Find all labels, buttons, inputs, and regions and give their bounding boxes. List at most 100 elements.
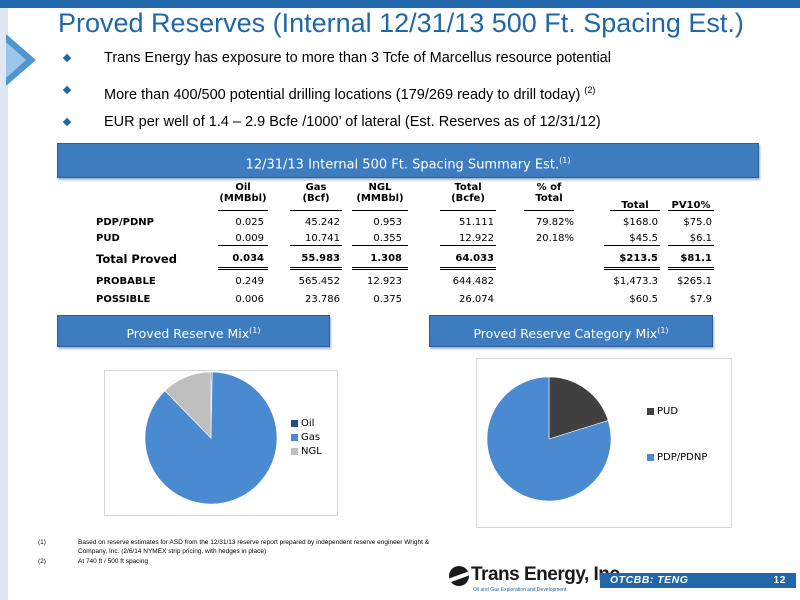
legend-label: Oil — [301, 418, 315, 429]
table-cell: 20.18% — [535, 233, 574, 244]
page-number: 12 — [773, 574, 786, 586]
left-accent-strip — [0, 8, 8, 600]
table-cell: $75.0 — [683, 217, 712, 228]
table-cell: 10.741 — [305, 233, 340, 244]
company-logo: Trans Energy, Inc. Oil and Gas Explorati… — [449, 564, 625, 600]
legend-swatch-pud — [647, 408, 654, 415]
ticker-symbol: OTCBB: TENG — [610, 574, 689, 586]
total-double-underline — [352, 269, 408, 270]
legend-item: PDP/PDNP — [647, 451, 707, 465]
table-cell: $60.5 — [629, 294, 658, 305]
table-cell: $81.1 — [680, 253, 712, 264]
total-double-underline — [290, 267, 342, 268]
top-accent-bar — [0, 0, 800, 8]
ticker-bar: OTCBB: TENG 12 — [600, 573, 796, 588]
total-double-underline — [604, 269, 660, 270]
header-underline — [610, 210, 660, 211]
legend-swatch-ngl — [291, 448, 298, 455]
bullet-item: EUR per well of 1.4 – 2.9 Bcfe /1000’ of… — [62, 112, 782, 144]
legend-swatch-pdp — [647, 454, 654, 461]
header-underline — [440, 210, 496, 211]
total-double-underline — [352, 267, 408, 268]
legend-label: Gas — [301, 432, 321, 443]
table-row-label: PDP/PDNP — [96, 217, 154, 228]
category-banner-footnote-ref: (1) — [657, 326, 669, 335]
table-cell: 0.006 — [235, 294, 264, 305]
legend-swatch-gas — [291, 434, 298, 441]
bullet-text: EUR per well of 1.4 – 2.9 Bcfe /1000’ of… — [104, 114, 601, 130]
total-double-underline — [668, 269, 714, 270]
table-cell: 64.033 — [455, 253, 494, 264]
header-total-usd: Total — [621, 200, 649, 211]
bullet-text: Trans Energy has exposure to more than 3… — [104, 50, 611, 66]
header-oil: Oil (MMBbl) — [219, 182, 267, 204]
total-double-underline — [604, 267, 660, 268]
table-cell: $45.5 — [629, 233, 658, 244]
pie-slice-pdp-pdnp — [486, 376, 612, 502]
legend-item: Gas — [291, 431, 322, 445]
table-cell: 0.355 — [373, 233, 402, 244]
table-row-label: POSSIBLE — [96, 294, 151, 305]
table-cell: 565.452 — [298, 276, 340, 287]
pie-slice-ngl — [164, 371, 212, 439]
total-double-underline — [668, 267, 714, 268]
category-mix-pie — [486, 376, 612, 502]
table-cell: $6.1 — [689, 233, 712, 244]
header-gas: Gas (Bcf) — [302, 182, 330, 204]
header-underline — [524, 210, 574, 211]
table-cell: 0.953 — [373, 217, 402, 228]
total-double-underline — [440, 269, 496, 270]
table-cell: 0.009 — [235, 233, 264, 244]
legend-item: PUD — [647, 405, 707, 451]
total-underline — [440, 245, 496, 246]
legend-item: Oil — [291, 417, 322, 431]
legend-label: NGL — [301, 446, 322, 457]
summary-banner: 12/31/13 Internal 500 Ft. Spacing Summar… — [57, 143, 759, 178]
arrow-inner-decoration-icon — [6, 42, 26, 78]
header-ngl: NGL (MMBbl) — [356, 182, 404, 204]
logo-globe-icon — [449, 566, 469, 586]
table-cell: 12.923 — [367, 276, 402, 287]
table-row-label: PROBABLE — [96, 276, 156, 287]
bullet-item: Trans Energy has exposure to more than 3… — [62, 48, 782, 80]
table-cell: 0.025 — [235, 217, 264, 228]
bullet-item: More than 400/500 potential drilling loc… — [62, 80, 782, 112]
header-underline — [218, 210, 268, 211]
table-cell: $7.9 — [689, 294, 712, 305]
table-cell: 0.375 — [373, 294, 402, 305]
category-banner: Proved Reserve Category Mix(1) — [429, 315, 713, 347]
legend-swatch-oil — [291, 420, 298, 427]
table-cell: $168.0 — [623, 217, 658, 228]
table-cell: $213.5 — [619, 253, 658, 264]
table-cell: 45.242 — [305, 217, 340, 228]
total-underline — [604, 245, 660, 246]
table-cell: 55.983 — [301, 253, 340, 264]
legend-label: PDP/PDNP — [657, 452, 708, 463]
footnote-2: (2) At 740 ft / 500 ft spacing — [38, 557, 438, 567]
header-pv10: PV10% — [671, 200, 711, 211]
mix-banner-footnote-ref: (1) — [249, 326, 261, 335]
total-underline — [218, 245, 268, 246]
pie-slice-gas — [144, 371, 278, 505]
footnote-text: At 740 ft / 500 ft spacing — [78, 558, 149, 565]
header-underline — [352, 210, 408, 211]
slide-title: Proved Reserves (Internal 12/31/13 500 F… — [58, 8, 744, 38]
total-double-underline — [440, 267, 496, 268]
table-cell: 644.482 — [452, 276, 494, 287]
summary-banner-footnote-ref: (1) — [559, 156, 571, 165]
header-underline — [668, 210, 714, 211]
logo-name: Trans Energy, Inc. — [471, 564, 625, 585]
summary-banner-text: 12/31/13 Internal 500 Ft. Spacing Summar… — [245, 157, 560, 173]
category-banner-text: Proved Reserve Category Mix — [473, 326, 658, 342]
table-cell: 23.786 — [305, 294, 340, 305]
mix-banner: Proved Reserve Mix(1) — [57, 315, 330, 347]
diamond-bullet-icon — [62, 53, 72, 63]
total-double-underline — [218, 267, 268, 268]
total-underline — [668, 245, 714, 246]
reserve-mix-legend: Oil Gas NGL — [291, 417, 322, 459]
footnote-1: (1) Based on reserve estimates for ASD f… — [38, 538, 438, 558]
pie-slice-pud — [548, 376, 609, 440]
footnote-number: (2) — [38, 558, 46, 565]
table-cell: 12.922 — [459, 233, 494, 244]
diamond-bullet-icon — [62, 85, 72, 95]
